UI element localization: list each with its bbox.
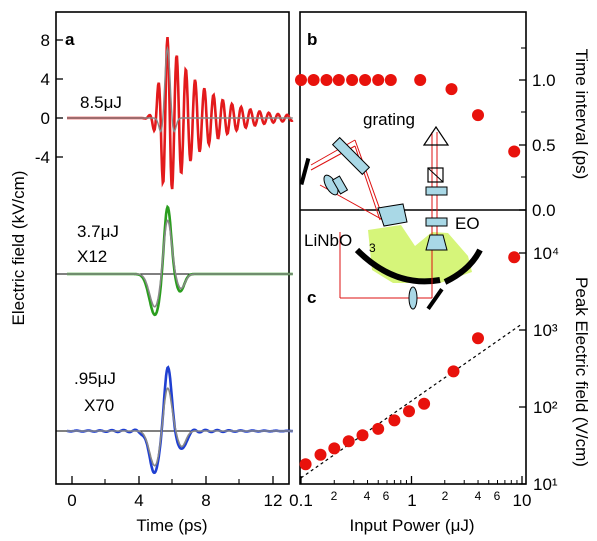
x-minor-c-3: 2 bbox=[442, 489, 449, 503]
y-tick-a-0: 8 bbox=[41, 31, 50, 50]
panel-b-point bbox=[384, 74, 397, 86]
polarizer-element bbox=[427, 167, 444, 183]
panel-c-point bbox=[356, 429, 369, 442]
panel-b-y-label: Time interval (ps) bbox=[572, 49, 591, 180]
y-tick-c-3: 10⁴ bbox=[533, 244, 559, 263]
panel-c-x-label: Input Power (μJ) bbox=[349, 516, 474, 535]
panel-c-y-label: Peak Electric field (V/cm) bbox=[572, 277, 591, 467]
setup-schematic: grating LiNbO 3 EO bbox=[299, 110, 483, 310]
panel-letter-a: a bbox=[65, 30, 75, 49]
panel-b-point bbox=[414, 74, 427, 86]
y-tick-c-0: 10¹ bbox=[533, 475, 558, 494]
x-minor-c-0: 2 bbox=[331, 489, 338, 503]
x-minor-c-4: 4 bbox=[475, 489, 482, 503]
panel-b-points bbox=[295, 74, 521, 158]
x-tick-a-3: 12 bbox=[264, 491, 283, 510]
pellicle-element bbox=[425, 234, 448, 251]
trace-8-5uJ bbox=[67, 36, 294, 190]
x-minor-c-2: 6 bbox=[383, 489, 390, 503]
panel-c-point bbox=[447, 365, 460, 378]
panel-b-point bbox=[508, 145, 521, 158]
panel-c-x-axis: 0.1 1 10 2 4 6 2 4 6 bbox=[289, 476, 531, 510]
trace-scale-1: X12 bbox=[77, 247, 107, 266]
y-tick-c-2: 10³ bbox=[533, 321, 558, 340]
mirror-element bbox=[299, 157, 311, 186]
trace-8-5uJ-reference bbox=[67, 45, 293, 133]
lens-element-2 bbox=[408, 286, 418, 310]
panel-c-point bbox=[508, 251, 521, 264]
fit-line bbox=[300, 323, 523, 479]
inset-label-grating: grating bbox=[363, 110, 415, 129]
panel-c-point bbox=[314, 448, 327, 461]
panel-c-point bbox=[342, 435, 355, 448]
panel-b-point bbox=[372, 74, 385, 86]
y-tick-a-3: -4 bbox=[35, 148, 50, 167]
x-tick-c-2: 10 bbox=[513, 491, 532, 510]
parabolic-mirror-left bbox=[354, 247, 441, 285]
trace-label-1: 3.7μJ bbox=[77, 222, 119, 241]
panel-b-point bbox=[445, 83, 458, 96]
prism-element bbox=[422, 125, 450, 146]
y-tick-b-2: 0.0 bbox=[532, 201, 556, 220]
panel-b-point bbox=[346, 74, 359, 86]
trace-0-95uJ-reference bbox=[67, 387, 293, 467]
linbo3-crystal bbox=[377, 203, 408, 227]
y-tick-a-2: 0 bbox=[41, 109, 50, 128]
waveplate-2-element bbox=[425, 186, 448, 196]
panel-c-y-axis: 10¹ 10² 10³ 10⁴ bbox=[519, 244, 559, 494]
parabolic-mirror-right bbox=[443, 248, 483, 285]
panel-letter-c: c bbox=[307, 288, 316, 307]
inset-label-eo: EO bbox=[455, 214, 480, 233]
panel-bc-frame bbox=[299, 11, 527, 485]
trace-label-0: 8.5μJ bbox=[80, 93, 122, 112]
trace-scale-2: X70 bbox=[84, 396, 114, 415]
panel-b-point bbox=[295, 74, 307, 86]
y-tick-b-1: 0.5 bbox=[532, 136, 556, 155]
panel-c-point bbox=[418, 397, 431, 410]
panel-b-point bbox=[320, 74, 333, 86]
inset-label-crystal: LiNbO bbox=[304, 231, 352, 250]
panel-c-point bbox=[388, 414, 401, 427]
panel-b-point bbox=[332, 74, 345, 86]
panel-a-y-label: Electric field (kV/cm) bbox=[9, 171, 28, 326]
x-tick-c-1: 1 bbox=[407, 491, 416, 510]
panel-letter-b: b bbox=[307, 30, 317, 49]
panel-c-point bbox=[372, 422, 385, 435]
panel-c-point bbox=[299, 458, 312, 471]
x-minor-c-5: 6 bbox=[494, 489, 501, 503]
y-tick-c-1: 10² bbox=[533, 398, 558, 417]
x-tick-a-0: 0 bbox=[67, 491, 76, 510]
trace-3-7uJ-reference bbox=[67, 219, 293, 308]
x-tick-a-2: 8 bbox=[201, 491, 210, 510]
grating-element bbox=[331, 136, 371, 176]
y-tick-b-0: 1.0 bbox=[532, 71, 556, 90]
panel-b-point bbox=[472, 109, 484, 122]
mirror-element-2 bbox=[426, 288, 444, 310]
x-minor-c-1: 4 bbox=[364, 489, 371, 503]
panel-a-y-axis: 8 4 0 -4 bbox=[35, 31, 63, 167]
panel-c-point bbox=[472, 332, 484, 345]
panel-b-y-axis: 1.0 0.5 0.0 bbox=[519, 47, 556, 220]
inset-label-crystal-sub: 3 bbox=[369, 241, 376, 255]
x-tick-a-1: 4 bbox=[134, 491, 143, 510]
panel-c-point bbox=[403, 405, 415, 418]
panel-c-points bbox=[299, 251, 521, 471]
panel-c-point bbox=[328, 442, 341, 455]
x-tick-c-0: 0.1 bbox=[289, 491, 313, 510]
waveplate-element bbox=[331, 175, 349, 195]
y-tick-a-1: 4 bbox=[41, 70, 50, 89]
panel-b-point bbox=[359, 74, 372, 86]
trace-label-2: .95μJ bbox=[74, 369, 116, 388]
panel-a-x-label: Time (ps) bbox=[136, 516, 207, 535]
thz-beam-fill bbox=[368, 225, 472, 283]
panel-a-x-axis: 0 4 8 12 bbox=[67, 476, 282, 510]
panel-b-point bbox=[307, 74, 320, 86]
eo-crystal bbox=[425, 217, 448, 227]
